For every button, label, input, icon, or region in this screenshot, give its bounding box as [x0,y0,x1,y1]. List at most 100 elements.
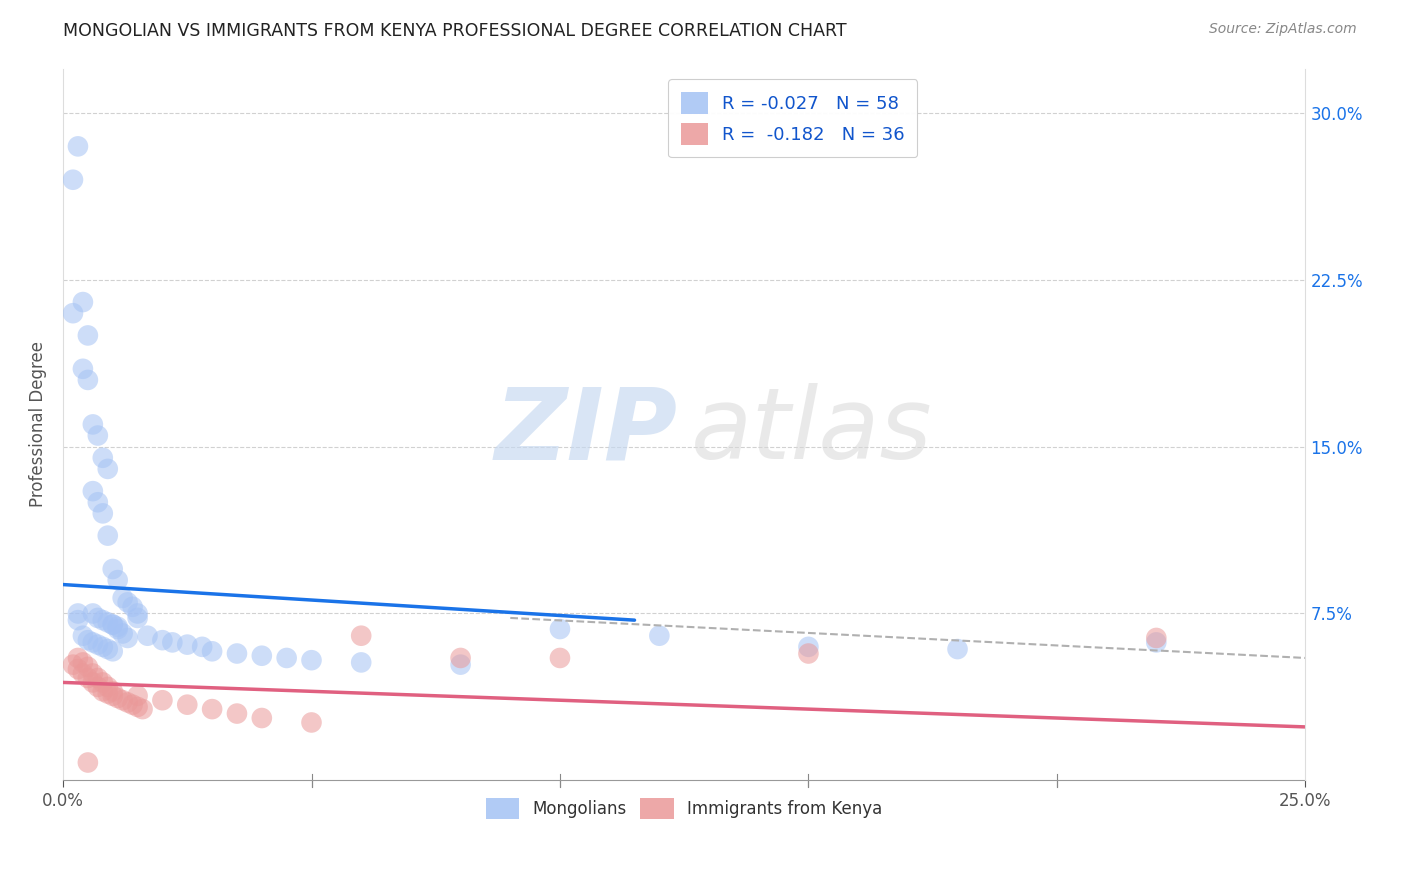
Point [82,607,104,621]
Point [82,635,104,649]
Point [97,687,120,701]
Point [101,684,124,698]
Point [946,642,969,657]
Point [82,484,104,499]
Point [97,642,120,657]
Point [91,684,114,698]
Point [91,613,114,627]
Point [797,647,820,661]
Point [107,691,129,706]
Point [226,706,249,721]
Point [107,622,129,636]
Point [87,671,110,685]
Point [97,615,120,630]
Point [201,644,224,658]
Point [77,328,100,343]
Point [91,675,114,690]
Point [72,629,94,643]
Point [201,702,224,716]
Point [72,361,94,376]
Point [101,689,124,703]
Point [101,617,124,632]
Point [62,306,84,320]
Point [250,711,273,725]
Point [548,651,571,665]
Point [127,689,149,703]
Point [131,702,153,716]
Point [127,699,149,714]
Point [101,617,124,632]
Point [162,635,184,649]
Point [82,666,104,681]
Point [111,626,134,640]
Point [111,591,134,605]
Point [301,653,323,667]
Point [1144,631,1167,645]
Point [87,680,110,694]
Point [136,629,159,643]
Point [66,139,89,153]
Point [350,629,373,643]
Point [127,607,149,621]
Point [1144,635,1167,649]
Point [97,462,120,476]
Y-axis label: Professional Degree: Professional Degree [30,342,46,508]
Point [107,620,129,634]
Point [77,633,100,648]
Point [450,651,472,665]
Point [548,622,571,636]
Text: atlas: atlas [690,383,932,480]
Point [87,495,110,509]
Text: MONGOLIAN VS IMMIGRANTS FROM KENYA PROFESSIONAL DEGREE CORRELATION CHART: MONGOLIAN VS IMMIGRANTS FROM KENYA PROFE… [63,22,846,40]
Point [66,613,89,627]
Point [91,507,114,521]
Point [77,660,100,674]
Point [111,693,134,707]
Point [276,651,298,665]
Legend: Mongolians, Immigrants from Kenya: Mongolians, Immigrants from Kenya [479,792,889,825]
Point [117,631,139,645]
Point [72,656,94,670]
Point [97,680,120,694]
Point [152,633,174,648]
Point [66,662,89,676]
Point [77,756,100,770]
Point [250,648,273,663]
Point [127,611,149,625]
Point [62,657,84,672]
Point [87,638,110,652]
Point [176,638,198,652]
Point [176,698,198,712]
Text: Source: ZipAtlas.com: Source: ZipAtlas.com [1209,22,1357,37]
Point [91,450,114,465]
Point [62,172,84,186]
Point [82,417,104,432]
Point [191,640,214,654]
Point [72,666,94,681]
Point [450,657,472,672]
Point [101,644,124,658]
Point [82,675,104,690]
Point [107,573,129,587]
Point [301,715,323,730]
Point [117,695,139,709]
Point [101,562,124,576]
Point [350,656,373,670]
Point [121,599,143,614]
Point [121,698,143,712]
Point [91,640,114,654]
Point [66,651,89,665]
Point [226,647,249,661]
Text: ZIP: ZIP [495,383,678,480]
Point [152,693,174,707]
Point [87,611,110,625]
Point [648,629,671,643]
Point [87,428,110,442]
Point [117,595,139,609]
Point [72,295,94,310]
Point [797,640,820,654]
Point [97,528,120,542]
Point [77,373,100,387]
Point [77,671,100,685]
Point [66,607,89,621]
